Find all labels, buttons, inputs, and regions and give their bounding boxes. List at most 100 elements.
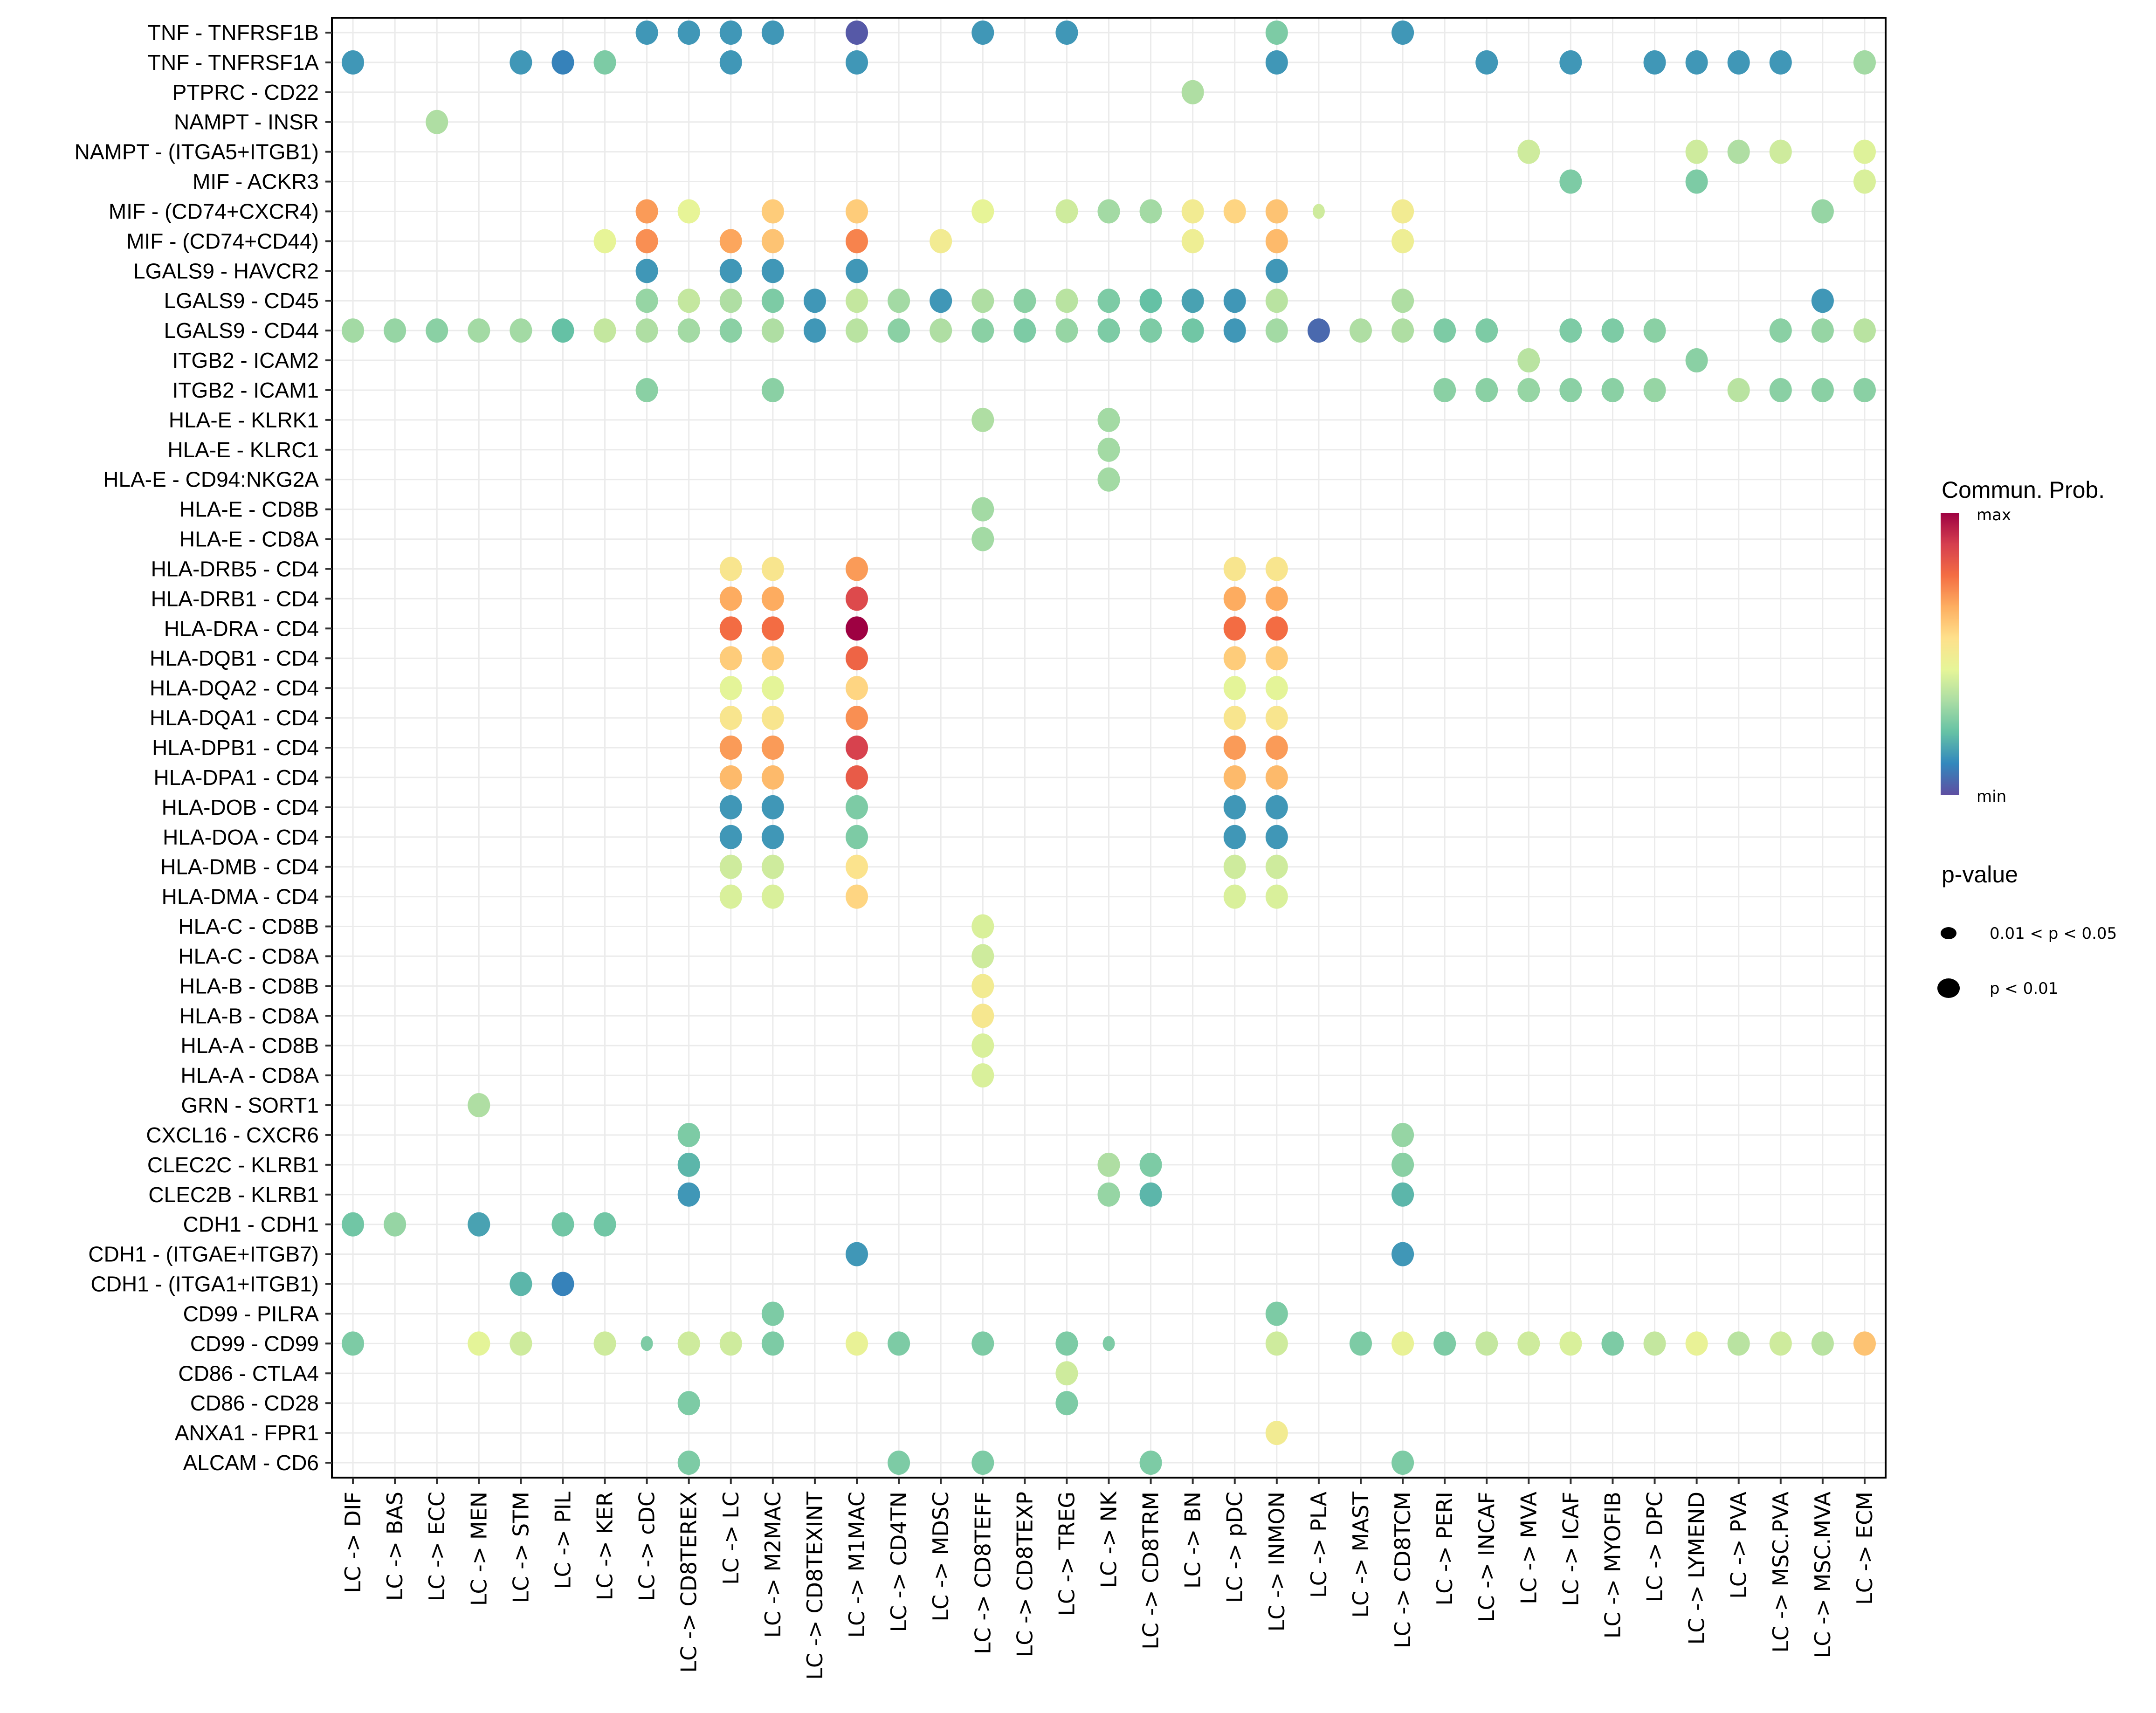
y-tick-label: CLEC2B - KLRB1: [148, 1183, 319, 1207]
x-tick-label: LC -> BN: [1180, 1492, 1205, 1589]
x-tick-label: LC -> PERI: [1432, 1492, 1457, 1605]
data-point: [1265, 289, 1288, 313]
y-tick-label: PTPRC - CD22: [172, 80, 319, 104]
y-tick-label: HLA-A - CD8B: [180, 1033, 319, 1058]
data-point: [1391, 1451, 1414, 1475]
y-tick-label: ALCAM - CD6: [183, 1451, 319, 1475]
data-point: [1013, 318, 1036, 343]
data-point: [1097, 467, 1120, 492]
data-point: [761, 706, 784, 730]
data-point: [846, 557, 868, 581]
data-point: [1853, 1331, 1876, 1356]
data-point: [1643, 378, 1666, 402]
data-point: [1349, 318, 1372, 343]
data-point: [1853, 139, 1876, 164]
data-point: [846, 50, 868, 75]
data-point: [1853, 50, 1876, 75]
y-tick-label: HLA-DOB - CD4: [162, 795, 319, 819]
data-point: [846, 199, 868, 224]
data-point: [719, 646, 742, 671]
data-point: [1685, 50, 1708, 75]
size-legend-label-large: p < 0.01: [1990, 979, 2058, 998]
data-point: [719, 884, 742, 909]
data-point: [846, 586, 868, 611]
y-tick-label: HLA-DQB1 - CD4: [150, 646, 319, 670]
data-point: [1223, 825, 1246, 849]
y-tick-label: CDH1 - CDH1: [183, 1212, 319, 1237]
data-point: [761, 378, 784, 402]
data-point: [761, 289, 784, 313]
data-point: [719, 586, 742, 611]
colorbar-max-label: max: [1977, 506, 2011, 524]
data-point: [1433, 1331, 1456, 1356]
data-point: [971, 1063, 994, 1088]
y-tick-label: HLA-DQA1 - CD4: [150, 706, 319, 730]
data-point: [1181, 289, 1204, 313]
data-point: [1223, 706, 1246, 730]
y-tick-label: ANXA1 - FPR1: [175, 1421, 319, 1445]
data-point: [1559, 1331, 1582, 1356]
data-point: [635, 318, 658, 343]
data-point: [1223, 289, 1246, 313]
data-point: [1391, 1122, 1414, 1147]
data-point: [1265, 20, 1288, 45]
data-point: [1097, 199, 1120, 224]
data-point: [719, 795, 742, 819]
y-tick-label: HLA-DRA - CD4: [164, 616, 319, 640]
data-point: [1559, 169, 1582, 194]
data-point: [971, 914, 994, 939]
y-tick-label: TNF - TNFRSF1B: [148, 21, 319, 45]
data-point: [846, 765, 868, 790]
data-point: [1223, 676, 1246, 701]
data-point: [1097, 1182, 1120, 1207]
data-point: [1853, 318, 1876, 343]
data-point: [677, 20, 700, 45]
data-point: [1265, 616, 1288, 641]
y-tick-label: CDH1 - (ITGA1+ITGB1): [91, 1272, 319, 1296]
data-point: [1139, 1451, 1162, 1475]
data-point: [1391, 1152, 1414, 1177]
data-point: [719, 50, 742, 75]
colorbar: [1941, 513, 1959, 795]
x-tick-label: LC -> ICAF: [1558, 1492, 1583, 1606]
data-point: [1769, 1331, 1792, 1356]
data-point: [761, 795, 784, 819]
size-legend-label-small: 0.01 < p < 0.05: [1990, 924, 2117, 943]
data-point: [1223, 795, 1246, 819]
data-point: [719, 706, 742, 730]
y-tick-label: HLA-E - CD94:NKG2A: [103, 468, 319, 492]
data-point: [1391, 1242, 1414, 1266]
y-tick-label: HLA-E - KLRK1: [169, 408, 319, 432]
y-tick-label: HLA-E - KLRC1: [167, 438, 319, 462]
data-point: [1097, 318, 1120, 343]
data-point: [593, 318, 616, 343]
data-point: [888, 1331, 910, 1356]
data-point: [593, 229, 616, 254]
x-tick-label: LC -> M1MAC: [844, 1492, 869, 1638]
legend: Commun. Prob. max min p-value 0.01 < p <…: [1937, 477, 2117, 998]
data-point: [846, 1331, 868, 1356]
data-point: [1055, 1331, 1078, 1356]
data-point: [1055, 199, 1078, 224]
data-point: [1727, 139, 1750, 164]
data-point: [342, 318, 365, 343]
data-point: [1097, 407, 1120, 432]
data-point: [1769, 139, 1792, 164]
data-point: [1139, 1182, 1162, 1207]
data-point: [1223, 646, 1246, 671]
data-point: [971, 974, 994, 998]
data-point: [635, 229, 658, 254]
data-point: [1055, 1391, 1078, 1416]
data-point: [1055, 1361, 1078, 1386]
x-tick-label: LC -> PVA: [1726, 1491, 1751, 1598]
data-point: [677, 1451, 700, 1475]
data-point: [1265, 586, 1288, 611]
x-tick-label: LC -> PLA: [1306, 1491, 1331, 1598]
data-point: [1811, 289, 1834, 313]
data-point: [1223, 318, 1246, 343]
x-tick-label: LC -> TREG: [1054, 1492, 1079, 1616]
data-point: [1727, 378, 1750, 402]
data-point: [342, 50, 365, 75]
y-tick-label: CD86 - CD28: [190, 1391, 319, 1415]
data-point: [930, 318, 952, 343]
